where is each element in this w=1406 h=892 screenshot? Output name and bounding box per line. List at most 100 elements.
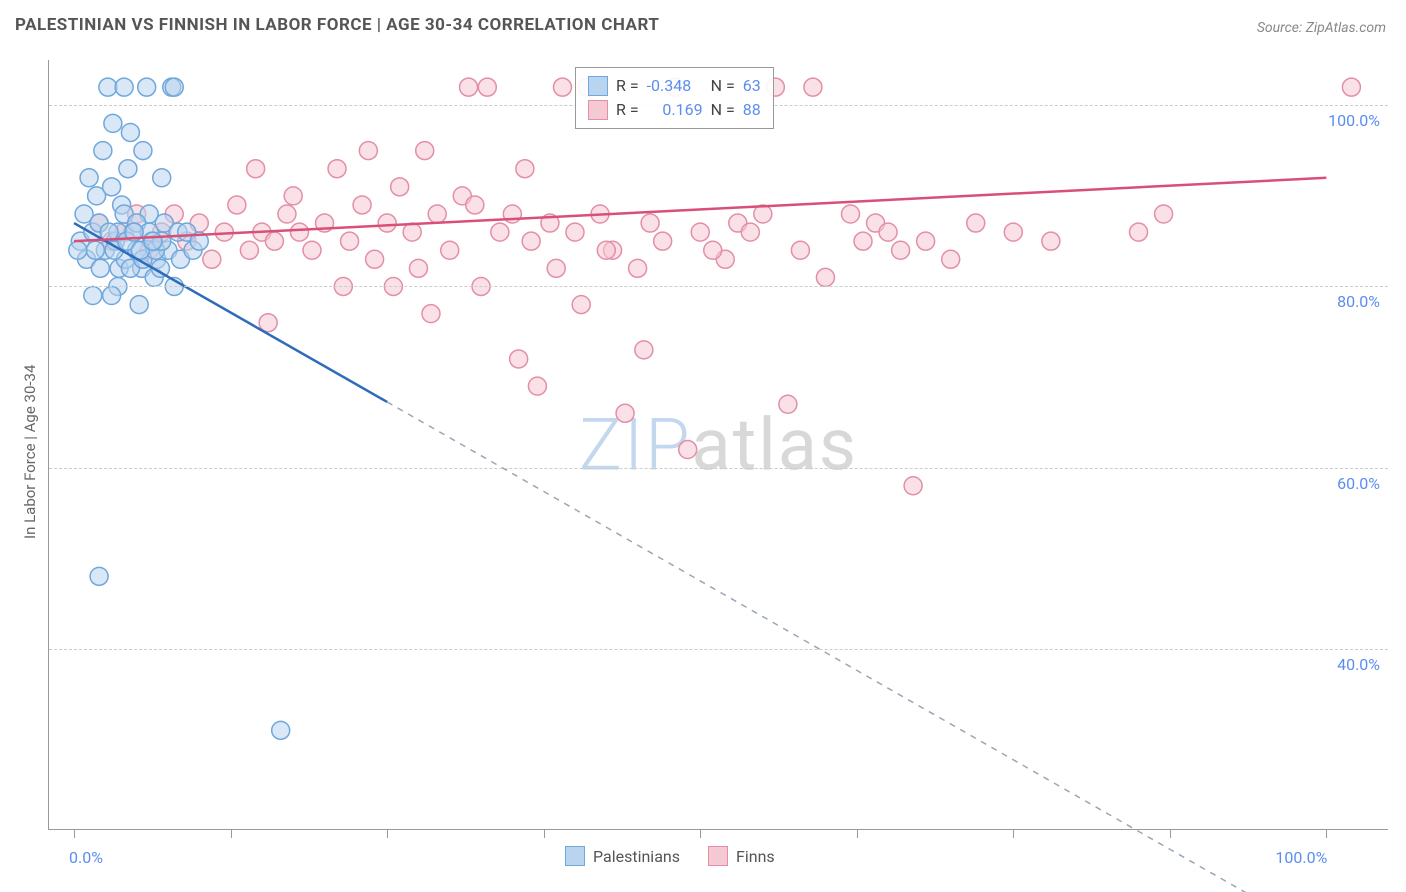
chart-title: PALESTINIAN VS FINNISH IN LABOR FORCE | … (15, 15, 659, 35)
swatch-finns (588, 100, 608, 120)
x-tick (1013, 830, 1014, 838)
point-finns (528, 377, 546, 395)
x-label-max: 100.0% (1275, 848, 1327, 867)
point-palestinians (130, 296, 148, 314)
x-tick (1326, 830, 1327, 838)
point-finns (416, 142, 434, 160)
n-value-finns: 88 (743, 98, 761, 122)
point-finns (391, 178, 409, 196)
point-palestinians (138, 78, 156, 96)
point-finns (741, 223, 759, 241)
x-tick (387, 830, 388, 838)
chart-source: Source: ZipAtlas.com (1257, 20, 1386, 36)
point-palestinians (94, 142, 112, 160)
point-finns (635, 341, 653, 359)
y-tick-label: 80.0% (1337, 292, 1380, 311)
point-finns (654, 232, 672, 250)
point-finns (341, 232, 359, 250)
point-palestinians (165, 78, 183, 96)
point-finns (422, 305, 440, 323)
point-palestinians (69, 241, 87, 259)
point-finns (359, 142, 377, 160)
legend-label-finns: Finns (736, 847, 775, 866)
swatch-icon (708, 846, 728, 866)
point-palestinians (90, 567, 108, 585)
point-finns (353, 196, 371, 214)
point-finns (441, 241, 459, 259)
point-finns (328, 160, 346, 178)
point-finns (228, 196, 246, 214)
x-label-min: 0.0% (69, 848, 103, 867)
point-palestinians (272, 721, 290, 739)
point-finns (629, 259, 647, 277)
point-finns (597, 241, 615, 259)
point-finns (510, 350, 528, 368)
point-palestinians (103, 178, 121, 196)
point-finns (303, 241, 321, 259)
point-palestinians (84, 287, 102, 305)
series-legend: Palestinians Finns (565, 846, 775, 866)
point-finns (1042, 232, 1060, 250)
point-palestinians (134, 142, 152, 160)
point-finns (409, 259, 427, 277)
r-value-palestinians: -0.348 (647, 74, 703, 98)
point-finns (1004, 223, 1022, 241)
point-finns (917, 232, 935, 250)
n-label: N = (711, 98, 735, 122)
point-finns (247, 160, 265, 178)
point-palestinians (86, 241, 104, 259)
point-finns (616, 404, 634, 422)
point-finns (566, 223, 584, 241)
x-tick (700, 830, 701, 838)
point-finns (1155, 205, 1173, 223)
x-tick (857, 830, 858, 838)
point-palestinians (144, 232, 162, 250)
point-finns (572, 296, 590, 314)
legend-label-palestinians: Palestinians (593, 847, 680, 866)
legend-row-finns: R = 0.169 N = 88 (588, 98, 761, 122)
point-finns (641, 214, 659, 232)
point-palestinians (104, 114, 122, 132)
scatter-svg (49, 60, 1389, 830)
y-tick-label: 40.0% (1337, 655, 1380, 674)
y-tick-label: 60.0% (1337, 474, 1380, 493)
point-finns (466, 196, 484, 214)
gridline (49, 286, 1388, 287)
point-finns (841, 205, 859, 223)
point-finns (854, 232, 872, 250)
y-tick-label: 100.0% (1328, 111, 1380, 130)
point-finns (691, 223, 709, 241)
point-finns (265, 232, 283, 250)
x-tick (1170, 830, 1171, 838)
legend-item-finns: Finns (708, 846, 775, 866)
point-finns (284, 187, 302, 205)
y-axis-label: In Labor Force | Age 30-34 (21, 359, 39, 539)
point-finns (278, 205, 296, 223)
point-finns (1342, 78, 1360, 96)
point-finns (904, 477, 922, 495)
point-finns (779, 395, 797, 413)
n-value-palestinians: 63 (743, 74, 761, 98)
r-label: R = (616, 74, 639, 98)
point-finns (942, 250, 960, 268)
point-finns (879, 223, 897, 241)
point-palestinians (91, 259, 109, 277)
point-finns (967, 214, 985, 232)
trendline-palestinians-dashed (387, 402, 1326, 892)
point-finns (804, 78, 822, 96)
point-finns (378, 214, 396, 232)
point-palestinians (99, 78, 117, 96)
point-finns (460, 78, 478, 96)
point-finns (403, 223, 421, 241)
point-finns (290, 223, 308, 241)
gridline (49, 468, 1388, 469)
swatch-palestinians (588, 76, 608, 96)
point-finns (704, 241, 722, 259)
point-palestinians (119, 160, 137, 178)
r-label: R = (616, 98, 639, 122)
point-palestinians (103, 287, 121, 305)
point-palestinians (153, 169, 171, 187)
point-finns (553, 78, 571, 96)
point-finns (816, 268, 834, 286)
chart-container: PALESTINIAN VS FINNISH IN LABOR FORCE | … (0, 0, 1406, 892)
